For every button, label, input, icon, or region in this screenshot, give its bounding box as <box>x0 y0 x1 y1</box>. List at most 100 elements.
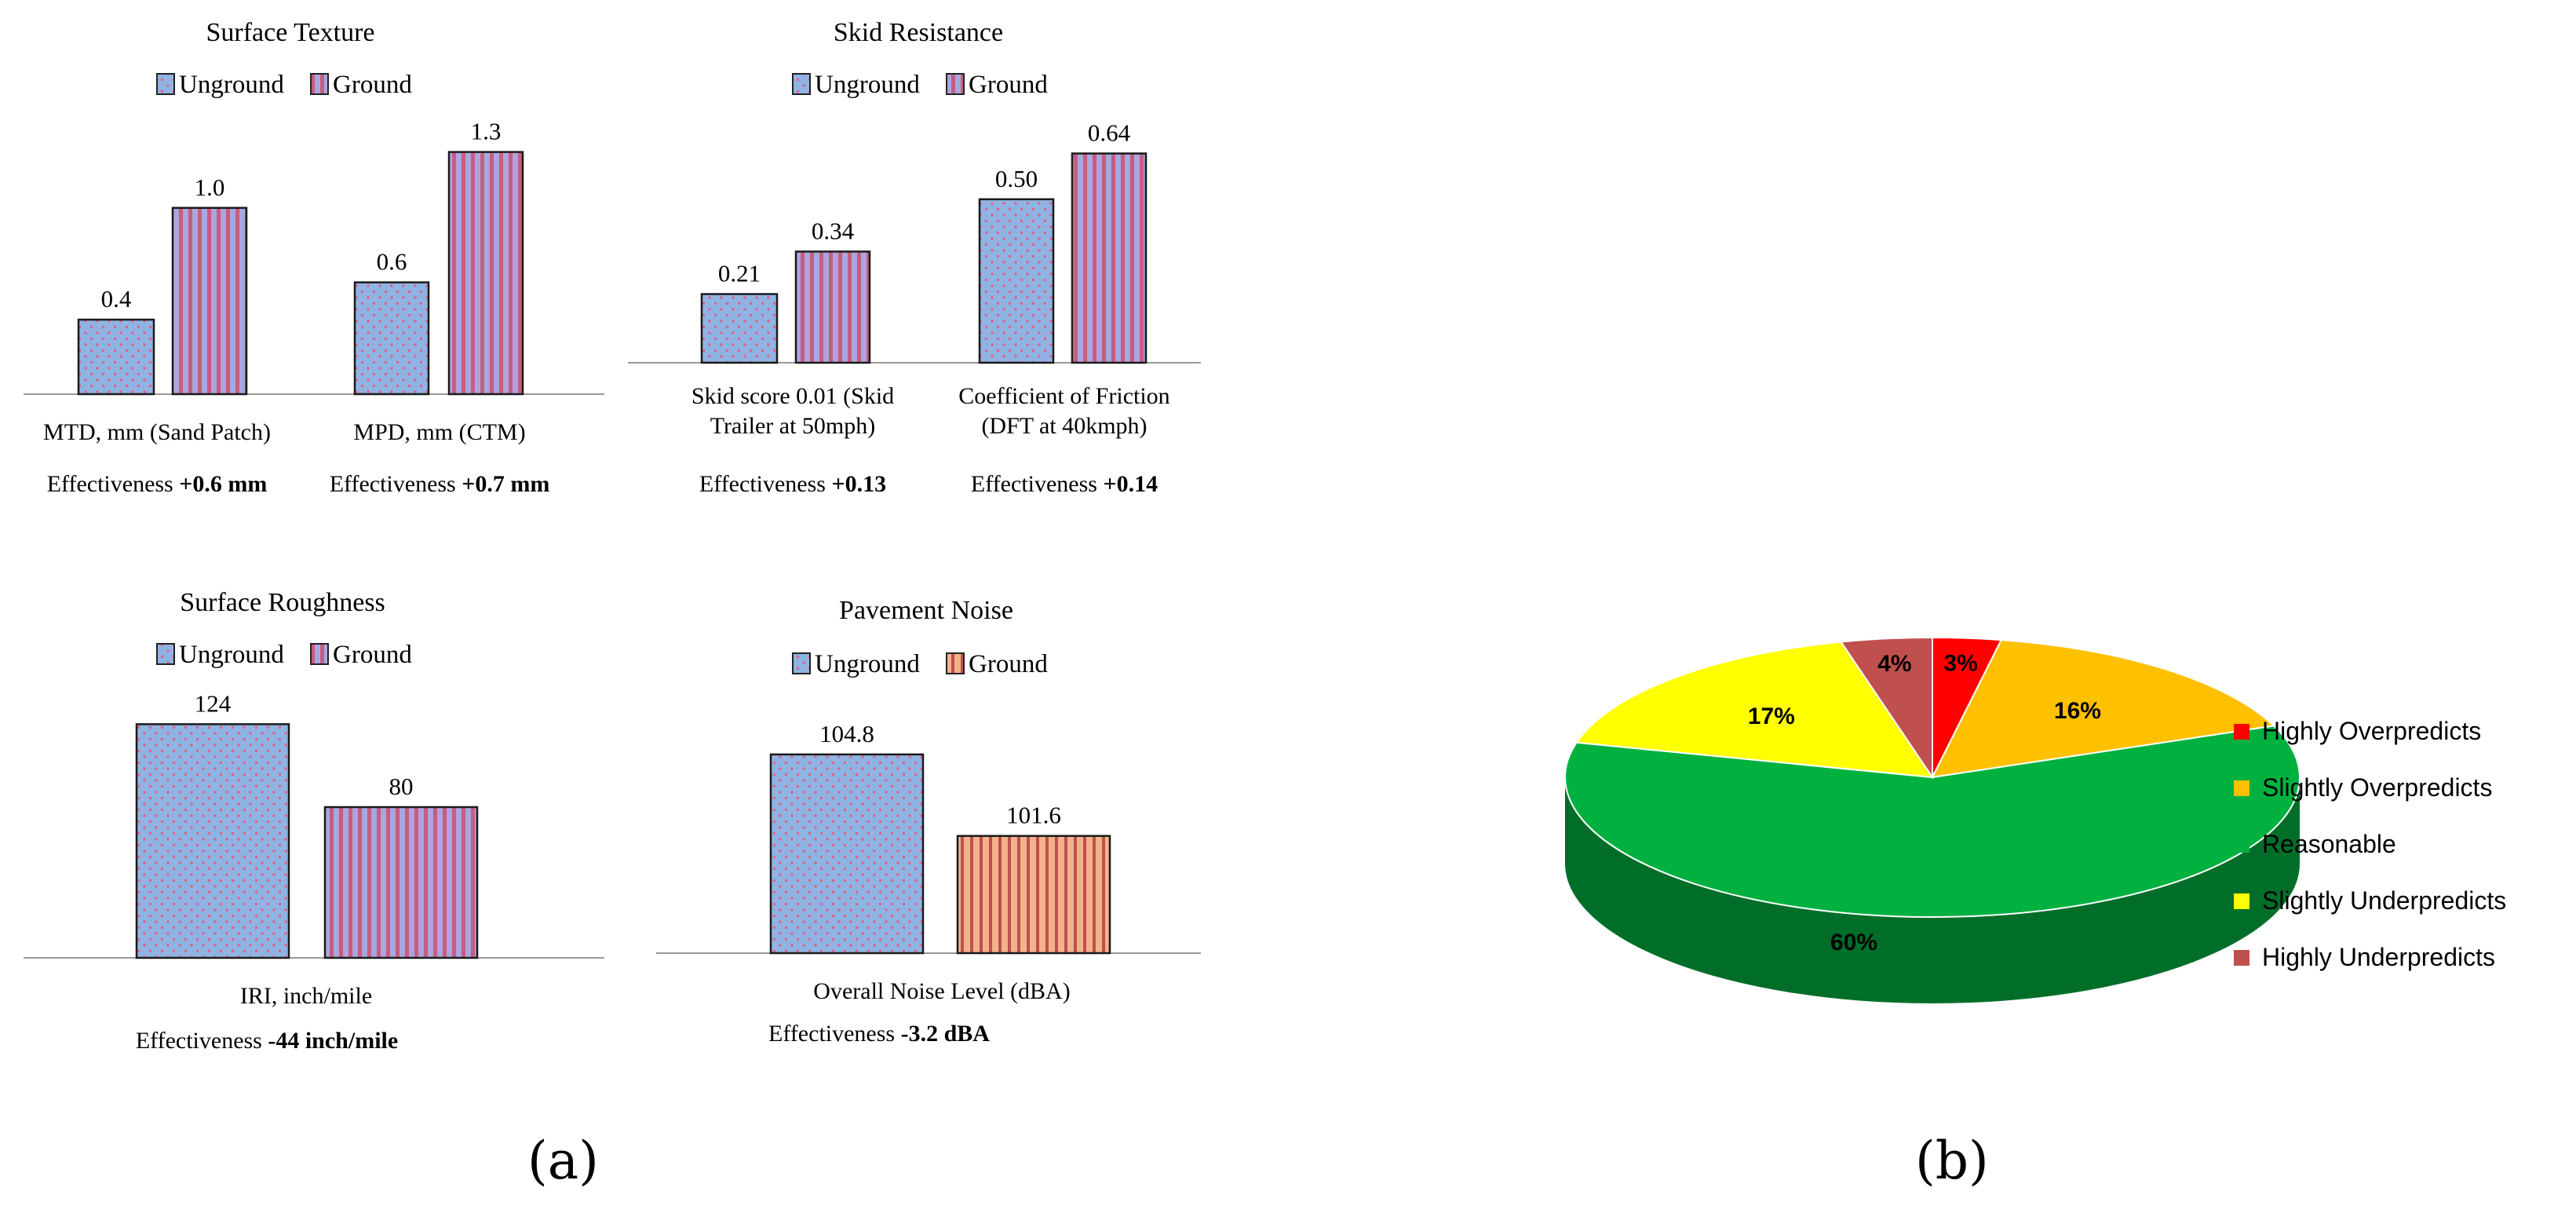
legend-entry: Ground <box>310 71 412 99</box>
legend-label: Highly Underpredicts <box>2262 943 2495 971</box>
legend-swatch <box>2234 780 2249 796</box>
legend-entry: Unground <box>792 71 920 99</box>
data-label: 0.34 <box>812 217 855 244</box>
panel-a-bar-charts: Surface Texture Unground Ground 0.4 1.0 0.6 1.… <box>24 18 1201 1054</box>
pie-side-wall <box>1565 777 2300 1003</box>
category-label: MPD, mm (CTM) <box>353 419 525 445</box>
legend-swatch <box>792 652 811 674</box>
legend-label: Unground <box>815 71 920 99</box>
data-label: 0.21 <box>718 260 761 287</box>
chart-title: Surface Roughness <box>180 588 385 617</box>
bar-ground <box>794 250 871 364</box>
legend-entry: Ground <box>946 650 1048 678</box>
bar-unground <box>353 281 430 396</box>
data-label: 80 <box>389 773 414 800</box>
category-label: (DFT at 40kmph) <box>981 413 1147 439</box>
bar-unground <box>77 318 155 396</box>
bar-chart-3: Surface Roughness Unground Ground 124 80 IRI,… <box>24 588 604 1054</box>
data-label: 0.6 <box>377 248 407 276</box>
bar-chart-4: Pavement Noise Unground Ground 104.8 101.6 Ov… <box>656 596 1201 1047</box>
effectiveness-note: Effectiveness +0.6 mm <box>47 471 268 497</box>
effectiveness-note: Effectiveness +0.13 <box>699 471 886 497</box>
bar-ground <box>956 835 1111 955</box>
legend-entry: Unground <box>156 71 284 99</box>
effectiveness-note: Effectiveness +0.7 mm <box>330 471 550 497</box>
data-label: 1.0 <box>195 174 225 201</box>
category-label: MTD, mm (Sand Patch) <box>43 419 271 445</box>
bar-unground <box>135 723 290 959</box>
legend-swatch <box>946 73 965 95</box>
legend-label: Slightly Underpredicts <box>2262 886 2506 915</box>
category-label: IRI, inch/mile <box>240 983 372 1009</box>
data-label: 0.50 <box>995 165 1038 192</box>
panel-a-caption: (a) <box>527 1131 599 1191</box>
bar-unground <box>700 293 779 364</box>
data-label: 104.8 <box>819 720 874 747</box>
data-label: 1.3 <box>471 118 502 145</box>
legend-label: Unground <box>179 641 284 669</box>
legend-swatch <box>2234 950 2249 966</box>
pie-data-label: 4% <box>1877 651 1911 677</box>
legend-entry: Unground <box>156 641 284 669</box>
pie-legend-entry: Slightly Overpredicts <box>2234 773 2492 802</box>
pie-data-label: 17% <box>1748 703 1795 729</box>
pie-legend-entry: Highly Overpredicts <box>2234 717 2481 745</box>
pie-legend-entry: Reasonable <box>2234 830 2396 858</box>
pie-data-label: 60% <box>1830 930 1877 955</box>
category-label: Trailer at 50mph) <box>710 413 876 439</box>
pie-legend-entry: Highly Underpredicts <box>2234 943 2495 971</box>
legend-label: Ground <box>969 71 1048 99</box>
bar-ground <box>171 206 248 396</box>
chart-title: Skid Resistance <box>834 18 1003 47</box>
data-label: 0.64 <box>1088 119 1131 146</box>
legend-label: Highly Overpredicts <box>2262 717 2481 745</box>
legend-entry: Unground <box>792 650 920 678</box>
bar-unground <box>769 753 925 955</box>
legend-entry: Ground <box>946 71 1048 99</box>
effectiveness-note: Effectiveness +0.14 <box>971 471 1158 497</box>
legend-swatch <box>792 73 811 95</box>
pie-data-label: 3% <box>1943 651 1977 677</box>
legend-swatch <box>156 73 175 95</box>
legend-label: Ground <box>333 71 412 99</box>
legend-swatch <box>310 643 329 665</box>
bar-ground <box>323 806 479 959</box>
category-label: Overall Noise Level (dBA) <box>813 978 1070 1004</box>
legend-label: Slightly Overpredicts <box>2262 773 2492 802</box>
legend-swatch <box>2234 837 2249 853</box>
bar-chart-1: Surface Texture Unground Ground 0.4 1.0 0.6 1.… <box>24 18 604 497</box>
pie-legend-entry: Slightly Underpredicts <box>2234 886 2506 915</box>
pie-slice-reasonable <box>1564 725 2301 918</box>
category-label: Coefficient of Friction <box>958 383 1169 409</box>
legend-swatch <box>2234 893 2249 909</box>
legend-swatch <box>310 73 329 95</box>
pie-slice-slightly-underpredicts <box>1574 641 1935 779</box>
legend-swatch <box>2234 724 2249 740</box>
panel-b-pie-chart: 3% 16% 60% 17% 4% Highly Overpredicts Slightly… <box>1564 636 2506 1003</box>
data-label: 124 <box>195 689 232 717</box>
category-label: Skid score 0.01 (Skid <box>691 383 894 409</box>
pie-data-label: 16% <box>2054 698 2101 724</box>
legend-swatch <box>946 652 965 674</box>
legend-label: Reasonable <box>2262 830 2396 858</box>
effectiveness-note: Effectiveness -44 inch/mile <box>136 1028 398 1054</box>
legend-label: Unground <box>179 71 284 99</box>
chart-title: Surface Texture <box>206 18 374 47</box>
bar-ground <box>1071 152 1148 364</box>
legend-swatch <box>156 643 175 665</box>
bar-unground <box>978 198 1055 364</box>
chart-title: Pavement Noise <box>839 596 1013 625</box>
data-label: 101.6 <box>1006 802 1061 829</box>
legend-label: Ground <box>969 650 1048 678</box>
data-label: 0.4 <box>101 285 132 312</box>
bar-chart-2: Skid Resistance Unground Ground 0.21 0.34 0.5… <box>628 18 1201 497</box>
legend-entry: Ground <box>310 641 412 669</box>
legend-label: Unground <box>815 650 920 678</box>
pie-slice-slightly-overpredicts <box>1931 639 2276 779</box>
legend-label: Ground <box>333 641 412 669</box>
bar-ground <box>447 151 524 396</box>
pie-slice-highly-underpredicts <box>1839 636 1933 780</box>
panel-b-caption: (b) <box>1915 1131 1989 1191</box>
